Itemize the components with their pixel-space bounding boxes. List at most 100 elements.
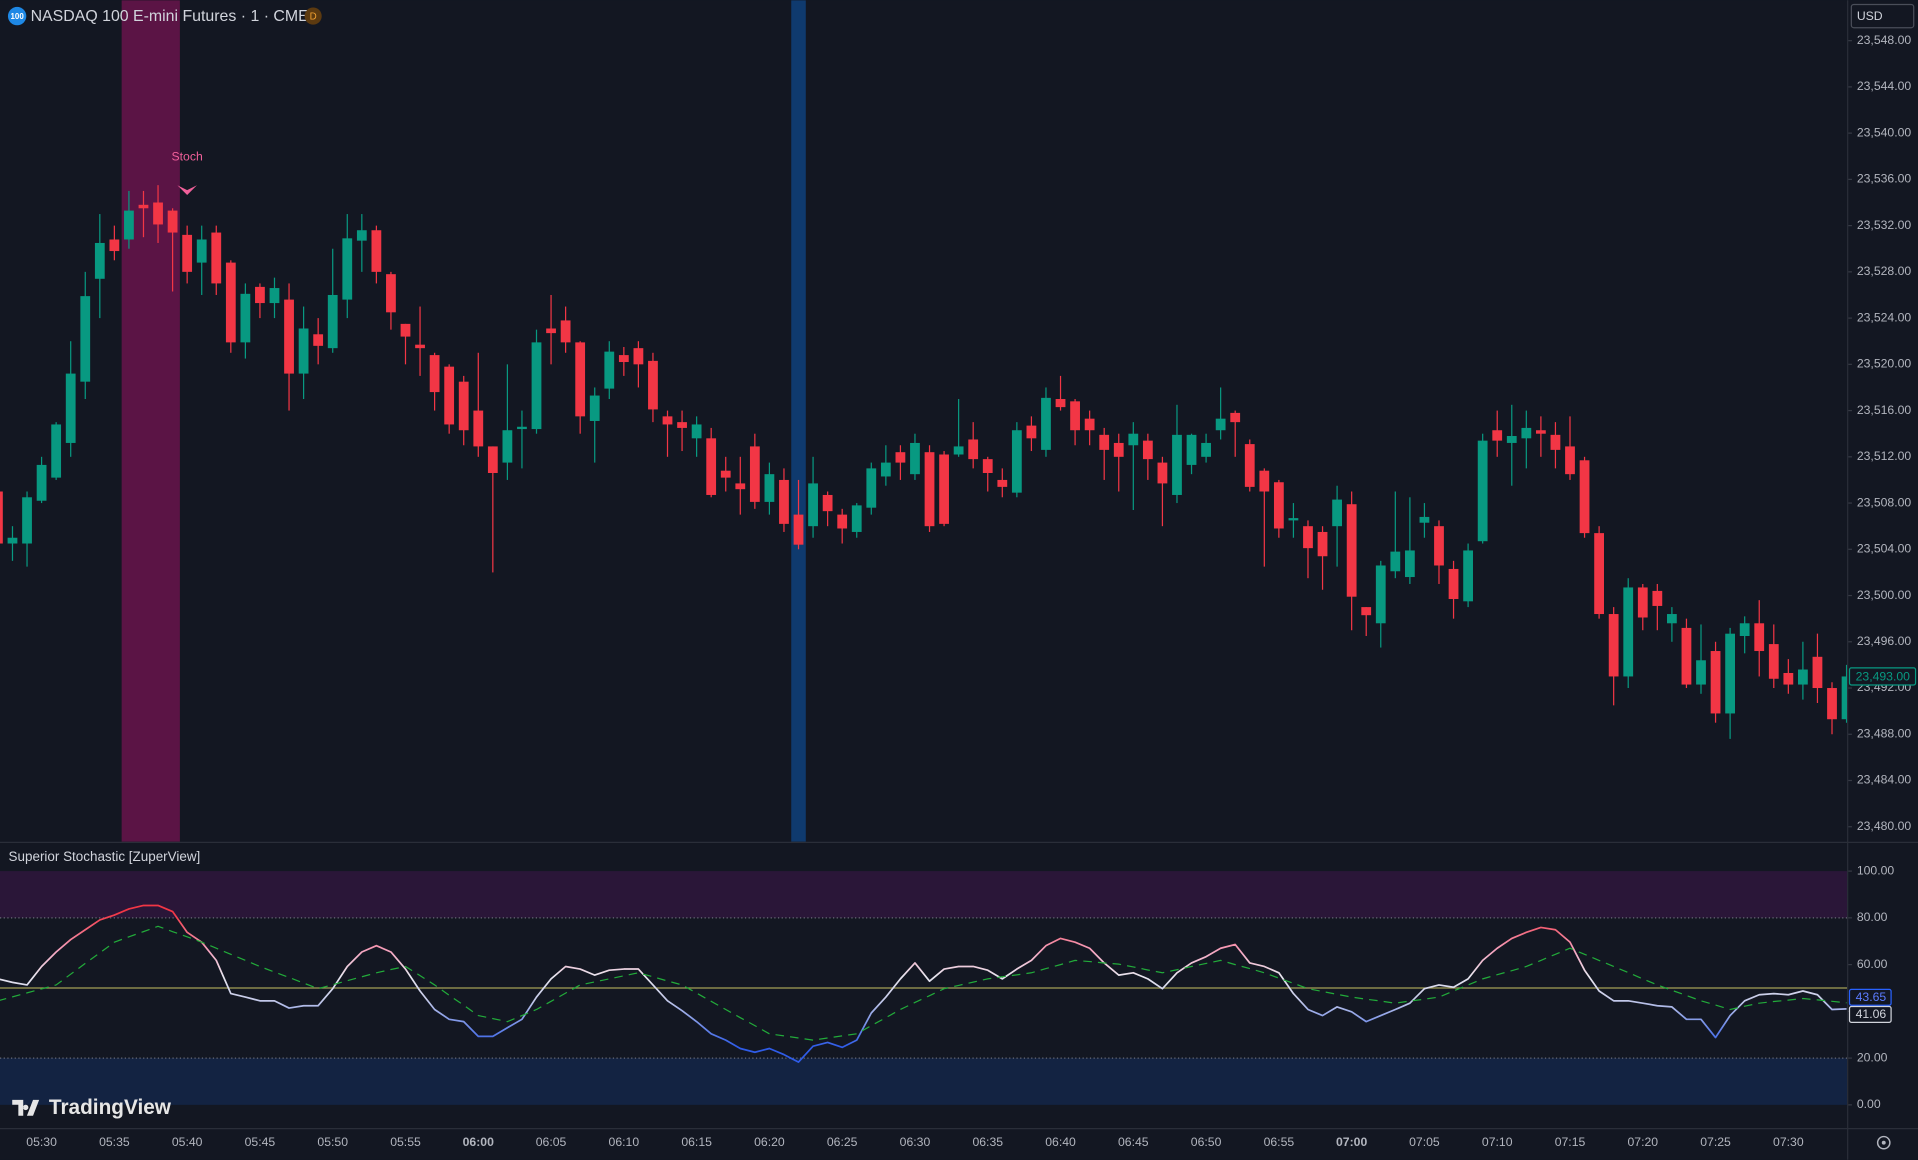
candle-body [880,462,891,477]
x-tick-label: 06:25 [827,1135,858,1149]
candle-body [706,438,717,495]
candle-body [1696,660,1706,685]
oscillator-line [0,904,1847,1063]
settings-dot [1881,1140,1886,1145]
candle-body [720,470,731,478]
last-value-label: 41.06 [1856,1007,1887,1021]
candle-body [429,355,440,393]
candle-body [1070,401,1080,431]
candle-body [968,439,979,460]
candle-body [648,360,658,410]
last-price-box [1848,667,1917,686]
candle-body [1666,614,1677,624]
y-tick-label: 23,488.00 [1857,726,1912,740]
y-tick-label: 23,540.00 [1857,125,1912,139]
session-highlight [121,0,180,842]
candle-body [924,452,935,527]
candle-body [211,232,222,284]
x-tick-label: 06:15 [681,1135,712,1149]
x-tick-label: 06:40 [1045,1135,1076,1149]
candle-body [1637,587,1648,618]
candle-body [371,230,382,272]
candle-body [284,299,294,374]
x-tick-label: 05:35 [99,1135,130,1149]
candle-body [1201,442,1211,457]
candle-body [94,242,105,279]
candle-body [458,381,469,431]
candle-body [240,293,251,343]
y-tick-label: 23,500.00 [1857,588,1912,602]
candle-body [65,373,76,443]
candle-body [618,355,629,363]
y-tick-label: 23,504.00 [1857,542,1912,556]
indicator-title[interactable]: Superior Stochastic [ZuperView] [9,849,201,864]
x-tick-label: 07:10 [1482,1135,1513,1149]
x-tick-label: 07:25 [1700,1135,1731,1149]
settings-button[interactable] [1876,1135,1891,1150]
logo-text: TradingView [49,1096,172,1119]
badge [304,7,322,25]
x-tick-label: 07:15 [1555,1135,1586,1149]
x-tick-label: 05:55 [390,1135,421,1149]
candle-body [866,468,877,508]
candle-body [1244,444,1255,487]
candle-body [1492,430,1503,441]
currency-button[interactable] [1850,3,1915,29]
stoch-pane [0,871,1848,1105]
candle-body [851,505,862,532]
x-tick-label: 06:55 [1264,1135,1295,1149]
candle-body [36,464,47,501]
y-tick-label: 23,520.00 [1857,357,1912,371]
candle-body [1128,433,1139,446]
candle-body [1404,550,1415,578]
candle-body [342,238,353,300]
candle-body [1361,607,1372,616]
symbol-icon-text: 100 [11,12,25,21]
candle-body [1463,550,1473,602]
x-tick-label: 05:45 [245,1135,276,1149]
candle-body [1186,434,1197,465]
x-tick-label: 06:20 [754,1135,785,1149]
x-tick-label: 05:30 [26,1135,57,1149]
candle-body [1113,442,1124,457]
candle-body [895,452,906,463]
candle-body [837,514,848,529]
symbol-title[interactable]: NASDAQ 100 E-mini Futures · 1 · CME [31,8,309,25]
x-tick-label: 06:50 [1191,1135,1222,1149]
candle-body [80,296,91,382]
candle-body [691,424,702,439]
candle-body [138,204,149,209]
candle-body [327,294,338,349]
candle-body [0,491,3,544]
logo: TradingView [12,1096,172,1119]
candle-body [1273,482,1284,529]
candle-body [415,344,425,349]
currency[interactable]: USD [1857,9,1883,23]
last-price-label: 23,493.00 [1856,669,1911,683]
candle-body [1288,518,1299,521]
price-pane: Stoch [0,0,1848,842]
candle-body [1798,669,1808,685]
candle-body [1535,430,1546,434]
candle-body [196,239,207,263]
x-tick-label: 06:45 [1118,1135,1149,1149]
candle-body [1506,436,1517,443]
x-tick-label: 06:10 [609,1135,640,1149]
last-value-box [1848,988,1892,1006]
candle-body [1550,434,1561,450]
candle-body [1259,470,1270,492]
candle-body [1375,565,1386,624]
x-tick-label: 07:05 [1409,1135,1440,1149]
y-tick-label: 23,524.00 [1857,310,1912,324]
candle-body [1346,504,1357,597]
candle-body [153,202,163,225]
oscillator-line [0,925,1847,1041]
y-tick-label: 23,516.00 [1857,403,1912,417]
x-tick-label: 06:00 [463,1135,494,1149]
candle-body [1041,397,1051,450]
candle-body [1594,533,1605,615]
zone-band [0,871,1848,918]
candle-body [1841,676,1848,720]
candle-body [910,442,920,475]
session-highlight [791,0,806,842]
